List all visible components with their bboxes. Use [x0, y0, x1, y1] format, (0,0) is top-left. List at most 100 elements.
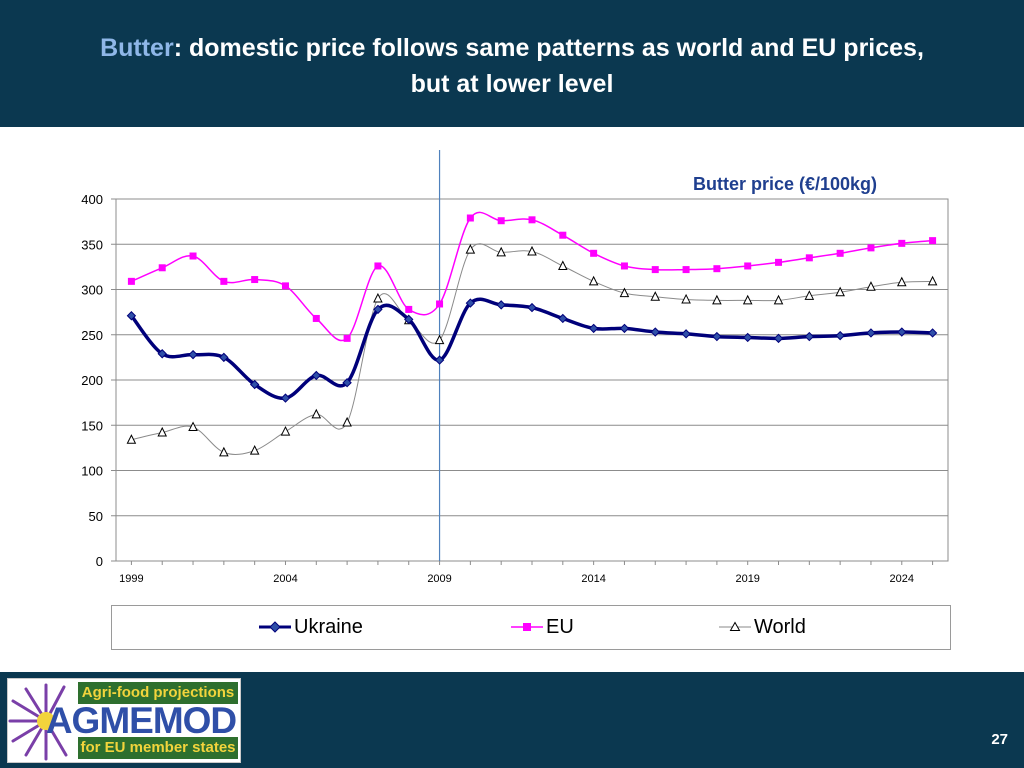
legend-label-eu: EU: [546, 615, 574, 638]
data-point-eu: [281, 282, 289, 290]
data-point-world: [280, 425, 291, 436]
data-point-eu: [898, 239, 906, 247]
data-point-world: [650, 291, 661, 301]
data-point-world: [558, 260, 568, 270]
data-point-ukraine: [835, 330, 845, 341]
data-point-ukraine: [742, 332, 753, 343]
x-tick-label: 2019: [735, 573, 759, 585]
title-line2: but at lower level: [410, 70, 614, 98]
data-point-eu: [312, 314, 320, 322]
data-point-ukraine: [927, 328, 938, 338]
data-point-eu: [713, 265, 721, 273]
data-point-ukraine: [866, 328, 876, 338]
data-point-eu: [343, 334, 351, 342]
data-point-world: [588, 275, 599, 286]
logo-tagline-bottom: for EU member states: [78, 737, 238, 759]
data-point-eu: [559, 231, 567, 239]
y-tick-label: 100: [81, 464, 103, 479]
data-point-ukraine: [157, 349, 167, 359]
data-point-world: [681, 293, 691, 304]
data-point-world: [434, 334, 445, 345]
y-tick-label: 300: [81, 283, 103, 298]
slide-title: Butter: domestic price follows same patt…: [0, 30, 1024, 102]
data-point-world: [126, 434, 137, 444]
logo-tagline-top: Agri-food projections: [78, 682, 238, 704]
data-point-eu: [405, 305, 413, 313]
data-point-eu: [805, 254, 813, 262]
data-point-ukraine: [219, 352, 229, 363]
title-text: : domestic price follows same patterns a…: [173, 34, 924, 62]
data-point-world: [342, 416, 352, 427]
data-point-ukraine: [681, 329, 691, 339]
data-point-ukraine: [465, 298, 476, 308]
data-point-world: [373, 292, 383, 303]
data-point-world: [712, 294, 722, 305]
legend-item-ukraine: Ukraine: [258, 615, 363, 639]
data-point-ukraine: [404, 314, 414, 325]
data-point-world: [927, 275, 938, 286]
data-point-eu: [836, 249, 844, 257]
data-point-world: [311, 408, 322, 419]
legend-label-ukraine: Ukraine: [294, 615, 363, 638]
butter-price-chart: 0 50 100 150 200 250 300 350 400 1999 2004 2009 2014…: [81, 150, 949, 585]
data-point-eu: [590, 249, 598, 257]
data-point-world: [866, 281, 876, 291]
data-point-eu: [682, 266, 690, 274]
data-point-world: [619, 287, 630, 298]
x-tick-label: 1999: [119, 573, 143, 585]
data-point-world: [835, 286, 845, 297]
data-point-ukraine: [249, 379, 260, 390]
data-point-ukraine: [188, 349, 198, 360]
x-tick-label: 2014: [581, 573, 605, 585]
data-point-ukraine: [280, 393, 291, 403]
data-point-eu: [374, 262, 382, 270]
y-tick-label: 400: [81, 192, 103, 207]
chart-title: Butter price (€/100kg): [692, 174, 878, 194]
data-point-world: [773, 294, 784, 305]
data-point-ukraine: [712, 331, 722, 342]
legend-item-eu: EU: [510, 615, 574, 639]
series-line-eu: [131, 211, 933, 342]
data-point-eu: [220, 277, 228, 285]
slide-header: Butter: domestic price follows same patt…: [0, 0, 1024, 127]
data-point-world: [249, 444, 260, 455]
data-point-eu: [775, 258, 783, 266]
series-line-world: [131, 243, 933, 455]
data-point-ukraine: [804, 331, 815, 342]
data-point-world: [157, 426, 168, 437]
y-tick-label: 350: [81, 237, 103, 252]
data-point-ukraine: [650, 327, 660, 337]
data-point-ukraine: [342, 378, 352, 388]
data-point-world: [804, 290, 815, 300]
title-accent: Butter: [100, 34, 174, 62]
data-point-eu: [744, 262, 752, 270]
data-point-ukraine: [897, 327, 907, 337]
data-point-ukraine: [619, 323, 630, 334]
data-point-eu: [436, 300, 444, 308]
data-point-eu: [466, 214, 474, 222]
page-number: 27: [991, 731, 1008, 748]
data-point-world: [527, 245, 537, 256]
data-point-eu: [651, 266, 659, 274]
y-tick-label: 250: [81, 328, 103, 343]
data-point-ukraine: [434, 355, 445, 365]
data-point-ukraine: [527, 302, 537, 313]
x-tick-label: 2024: [890, 573, 914, 585]
data-point-eu: [497, 217, 505, 225]
chart-legend: Ukraine EU World: [111, 605, 951, 650]
data-point-world: [896, 276, 907, 287]
data-point-ukraine: [773, 333, 784, 344]
data-point-eu: [158, 264, 166, 272]
data-point-ukraine: [311, 370, 322, 381]
data-point-eu: [867, 244, 875, 252]
logo-wordmark: AGMEMOD: [45, 700, 237, 741]
y-tick-label: 200: [81, 373, 103, 388]
data-point-world: [496, 246, 506, 257]
y-tick-label: 0: [96, 554, 103, 569]
data-point-eu: [127, 277, 135, 285]
data-point-eu: [251, 276, 259, 284]
legend-item-world: World: [718, 615, 806, 639]
data-point-ukraine: [588, 323, 599, 334]
data-point-ukraine: [373, 304, 383, 315]
y-tick-label: 50: [89, 509, 103, 524]
